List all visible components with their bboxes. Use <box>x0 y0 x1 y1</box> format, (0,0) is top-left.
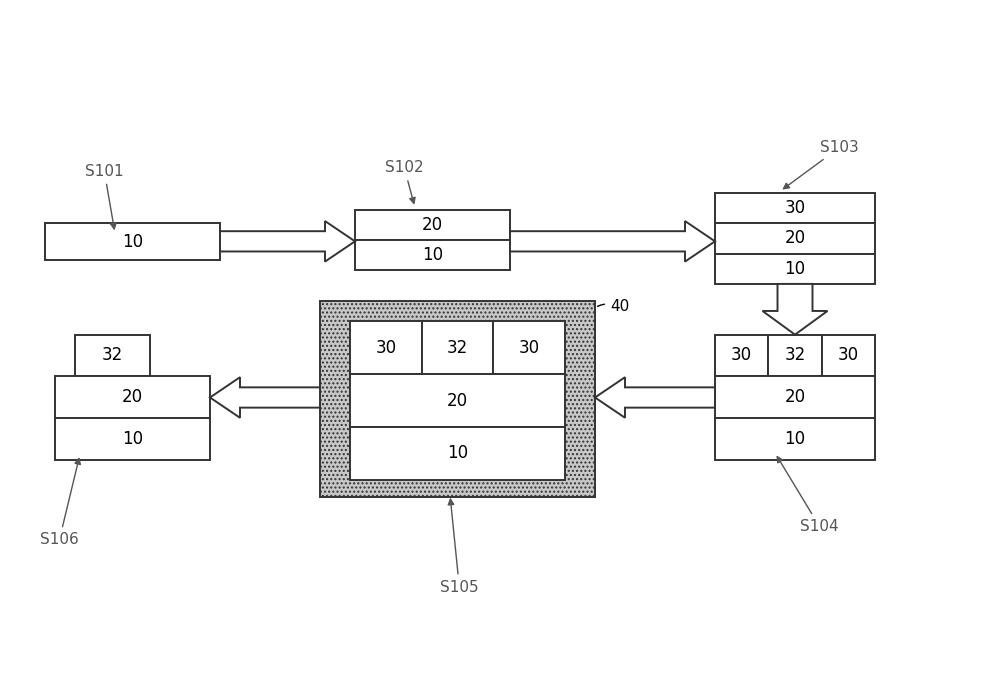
Text: 30: 30 <box>731 347 752 364</box>
Text: 20: 20 <box>784 388 806 406</box>
Text: S103: S103 <box>783 140 859 189</box>
Bar <box>55 418 210 460</box>
Text: 32: 32 <box>447 339 468 356</box>
Bar <box>320 301 595 497</box>
Bar <box>822 335 875 377</box>
Bar <box>768 335 822 377</box>
Bar <box>350 427 565 480</box>
Polygon shape <box>763 284 828 335</box>
Text: 10: 10 <box>784 430 806 448</box>
Text: 20: 20 <box>447 391 468 410</box>
Bar <box>715 335 768 377</box>
Bar <box>75 335 150 377</box>
Bar <box>45 223 220 260</box>
Bar <box>715 377 875 418</box>
Text: 20: 20 <box>122 388 143 406</box>
Text: 10: 10 <box>422 246 443 264</box>
Polygon shape <box>595 377 715 418</box>
Bar <box>493 321 565 374</box>
Polygon shape <box>220 221 355 262</box>
Bar <box>355 240 510 270</box>
Text: S102: S102 <box>385 160 424 203</box>
Text: 10: 10 <box>122 233 143 251</box>
Text: 30: 30 <box>519 339 540 356</box>
Bar <box>350 321 422 374</box>
Polygon shape <box>210 377 320 418</box>
Bar <box>715 254 875 284</box>
Text: S101: S101 <box>85 164 124 229</box>
Bar <box>715 193 875 223</box>
Bar <box>350 374 565 427</box>
Bar <box>355 210 510 240</box>
Text: 32: 32 <box>102 347 123 364</box>
Polygon shape <box>510 221 715 262</box>
Text: S104: S104 <box>777 456 839 533</box>
Text: 30: 30 <box>838 347 859 364</box>
Text: 10: 10 <box>122 430 143 448</box>
Text: 20: 20 <box>784 229 806 247</box>
Bar <box>715 418 875 460</box>
Bar <box>422 321 493 374</box>
Text: S105: S105 <box>440 499 479 594</box>
Text: 10: 10 <box>447 445 468 462</box>
Bar <box>55 377 210 418</box>
Text: 30: 30 <box>784 199 806 217</box>
Text: 32: 32 <box>784 347 806 364</box>
Bar <box>715 223 875 254</box>
Text: 30: 30 <box>375 339 396 356</box>
Text: 40: 40 <box>597 299 629 314</box>
Text: 20: 20 <box>422 216 443 234</box>
Text: S106: S106 <box>40 458 80 547</box>
Text: 10: 10 <box>784 260 806 278</box>
